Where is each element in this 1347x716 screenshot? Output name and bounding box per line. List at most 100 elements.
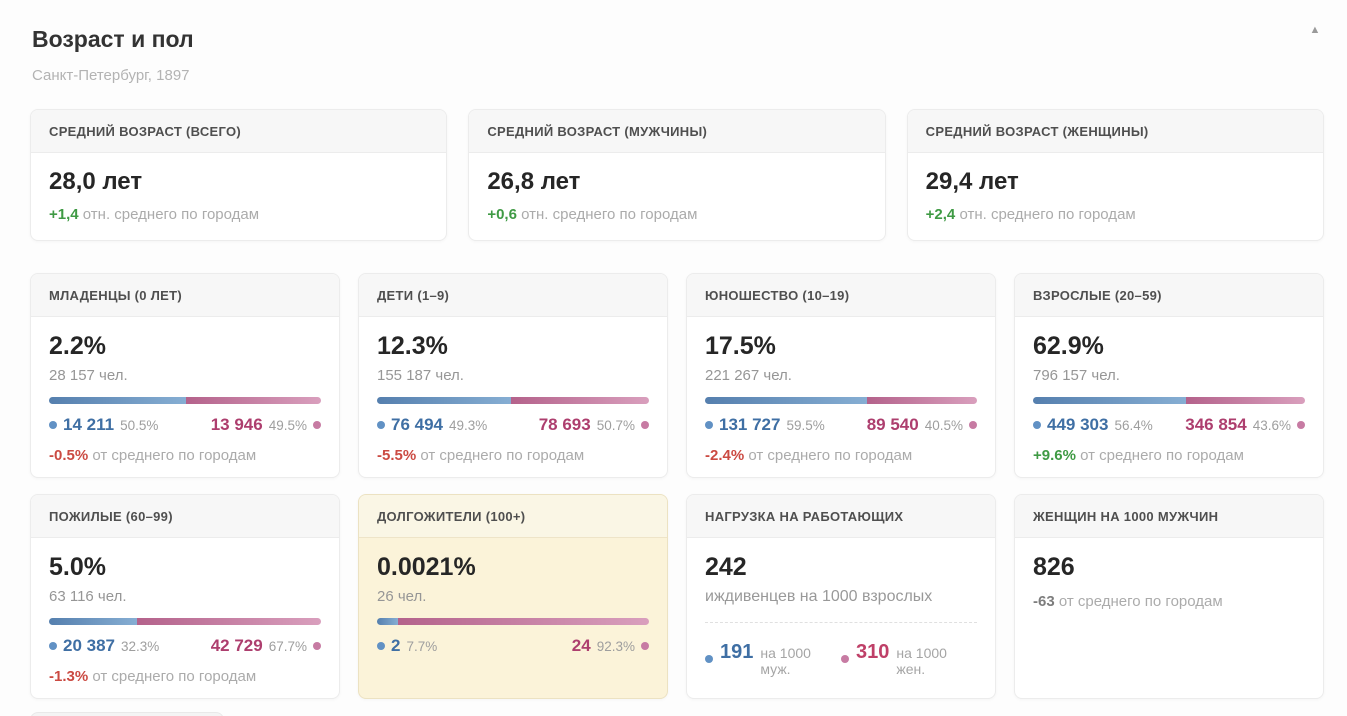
delta-note: отн. среднего по городам — [959, 206, 1136, 224]
male-count: 20 387 — [63, 636, 115, 656]
female-share: 43.6% — [1252, 418, 1291, 434]
delta-note: отн. среднего по городам — [82, 206, 260, 224]
metric-value: 17.5% — [705, 331, 776, 360]
delta-value: -2.4% — [705, 447, 745, 465]
male-bar-segment — [49, 618, 137, 626]
card-children: ДЕТИ (1–9) 12.3% 155 187 чел. 76 494 49.… — [358, 272, 668, 478]
gender-split-bar — [377, 397, 649, 405]
female-share: 40.5% — [924, 418, 963, 434]
female-count: 78 693 — [538, 415, 591, 435]
card-elderly: ПОЖИЛЫЕ (60–99) 5.0% 63 116 чел. 20 387 … — [30, 493, 340, 699]
male-share: 50.5% — [120, 418, 159, 434]
male-count: 449 303 — [1047, 415, 1109, 435]
people-count: 155 187 чел. — [377, 367, 464, 385]
female-dot-icon — [313, 642, 321, 651]
metric-value: 826 — [1033, 552, 1075, 581]
delta-note: от среднего по городам — [1058, 593, 1223, 611]
female-count: 89 540 — [866, 415, 919, 435]
male-dependency-value: 191 — [720, 641, 754, 664]
male-count: 14 211 — [63, 415, 115, 435]
metric-value: 29,4 лет — [925, 167, 1019, 195]
delta-value: -63 — [1033, 593, 1055, 611]
male-count: 2 — [391, 636, 401, 656]
metric-value: 0.0021% — [377, 552, 476, 581]
female-count: 42 729 — [210, 636, 263, 656]
metric-value: 12.3% — [377, 331, 448, 360]
female-count: 346 854 — [1185, 415, 1247, 435]
card-title: ПОЖИЛЫЕ (60–99) — [31, 494, 339, 538]
female-dot-icon — [1297, 421, 1305, 430]
delta-note: от среднего по городам — [420, 447, 585, 465]
people-count: 28 157 чел. — [49, 367, 128, 385]
female-bar-segment — [186, 397, 321, 405]
card-infants: МЛАДЕНЦЫ (0 ЛЕТ) 2.2% 28 157 чел. 14 211… — [30, 272, 340, 478]
female-dot-icon — [313, 421, 321, 430]
delta-value: -5.5% — [377, 447, 417, 465]
male-count: 131 727 — [719, 415, 781, 435]
card-youth: ЮНОШЕСТВО (10–19) 17.5% 221 267 чел. 131… — [686, 272, 996, 478]
male-share: 32.3% — [121, 639, 160, 655]
delta-value: +9.6% — [1033, 447, 1076, 465]
male-bar-segment — [377, 618, 398, 626]
male-dependency-note: на 1000 муж. — [760, 645, 811, 678]
delta-value: +1,4 — [49, 206, 79, 224]
male-dot-icon — [49, 421, 57, 430]
male-count: 76 494 — [391, 415, 443, 435]
age-groups-row-1: МЛАДЕНЦЫ (0 ЛЕТ) 2.2% 28 157 чел. 14 211… — [30, 272, 1324, 478]
female-dot-icon — [641, 642, 649, 651]
male-dot-icon — [377, 421, 385, 430]
page-subtitle: Санкт-Петербург, 1897 — [32, 66, 190, 84]
delta-note: от среднего по городам — [748, 447, 913, 465]
collapse-section-button[interactable]: ▲ — [1305, 22, 1325, 38]
gender-split-bar — [377, 618, 649, 626]
metric-value: 62.9% — [1033, 331, 1104, 360]
male-dot-icon — [705, 655, 713, 664]
male-bar-segment — [377, 397, 512, 405]
female-share: 49.5% — [268, 418, 307, 434]
female-bar-segment — [511, 397, 649, 405]
female-dot-icon — [841, 655, 849, 664]
metric-value: 26,8 лет — [487, 167, 581, 195]
card-title: СРЕДНИЙ ВОЗРАСТ (ЖЕНЩИНЫ) — [907, 109, 1323, 153]
delta-value: -0.5% — [49, 447, 89, 465]
female-bar-segment — [397, 618, 649, 626]
card-dependency-ratio: НАГРУЗКА НА РАБОТАЮЩИХ 242 иждивенцев на… — [686, 493, 996, 699]
dashed-divider — [705, 622, 977, 624]
female-bar-segment — [1186, 397, 1305, 405]
metric-value: 5.0% — [49, 552, 106, 581]
male-share: 7.7% — [406, 639, 438, 655]
card-average-age-total: СРЕДНИЙ ВОЗРАСТ (ВСЕГО) 28,0 лет +1,4 от… — [30, 108, 448, 241]
male-bar-segment — [1033, 397, 1187, 405]
delta-value: -1.3% — [49, 668, 89, 686]
age-groups-row-2: ПОЖИЛЫЕ (60–99) 5.0% 63 116 чел. 20 387 … — [30, 493, 1324, 699]
male-bar-segment — [705, 397, 867, 405]
metric-value: 28,0 лет — [49, 167, 143, 195]
people-count: 63 116 чел. — [49, 588, 127, 606]
female-share: 50.7% — [596, 418, 635, 434]
male-share: 49.3% — [449, 418, 488, 434]
page-title: Возраст и пол — [32, 26, 194, 52]
female-count: 24 — [571, 636, 591, 656]
card-title: МЛАДЕНЦЫ (0 ЛЕТ) — [31, 273, 339, 317]
female-share: 92.3% — [596, 639, 635, 655]
female-dependency-value: 310 — [856, 641, 890, 664]
card-women-per-1000-men: ЖЕНЩИН НА 1000 МУЖЧИН 826 -63 от среднег… — [1014, 493, 1324, 699]
card-title: НАГРУЗКА НА РАБОТАЮЩИХ — [687, 494, 995, 538]
delta-note: от среднего по городам — [1080, 447, 1244, 465]
delta-note: отн. среднего по городам — [521, 206, 698, 224]
male-dot-icon — [705, 421, 713, 430]
male-share: 56.4% — [1114, 418, 1153, 434]
card-centenarians: ДОЛГОЖИТЕЛИ (100+) 0.0021% 26 чел. 2 7.7… — [358, 493, 668, 699]
people-count: 26 чел. — [377, 588, 427, 606]
female-bar-segment — [866, 397, 977, 405]
female-dot-icon — [969, 421, 977, 430]
female-count: 13 946 — [210, 415, 263, 435]
card-title: ЮНОШЕСТВО (10–19) — [687, 273, 995, 317]
triangle-up-icon: ▲ — [1309, 23, 1321, 36]
male-dot-icon — [49, 642, 57, 651]
delta-note: от среднего по городам — [92, 447, 257, 465]
female-share: 67.7% — [268, 639, 307, 655]
delta-value: +0,6 — [487, 206, 517, 224]
male-share: 59.5% — [786, 418, 825, 434]
card-title: ДОЛГОЖИТЕЛИ (100+) — [359, 494, 667, 538]
